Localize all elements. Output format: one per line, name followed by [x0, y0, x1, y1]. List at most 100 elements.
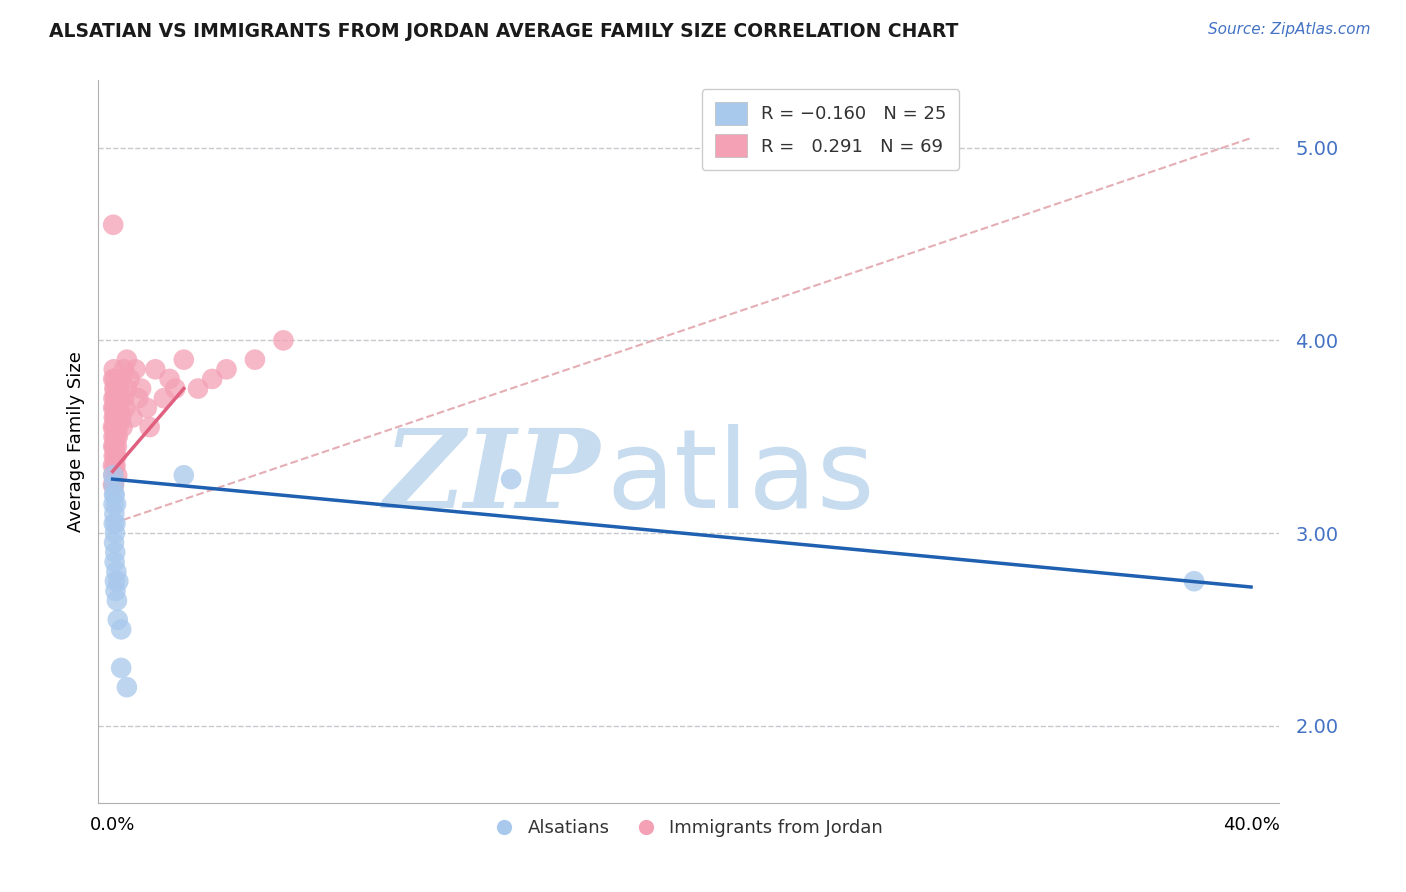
- Point: [110, 661, 132, 675]
- Point: [105, 401, 128, 415]
- Point: [108, 391, 131, 405]
- Point: [104, 574, 127, 589]
- Point: [173, 468, 195, 483]
- Point: [104, 382, 127, 396]
- Point: [105, 391, 128, 405]
- Point: [165, 382, 187, 396]
- Point: [104, 516, 127, 531]
- Point: [103, 487, 125, 501]
- Point: [105, 497, 128, 511]
- Point: [103, 535, 125, 549]
- Point: [124, 362, 146, 376]
- Point: [105, 439, 128, 453]
- Point: [105, 420, 128, 434]
- Point: [103, 382, 125, 396]
- Point: [103, 439, 125, 453]
- Point: [104, 420, 127, 434]
- Point: [173, 352, 195, 367]
- Point: [104, 458, 127, 473]
- Point: [103, 391, 125, 405]
- Point: [107, 430, 129, 444]
- Point: [103, 401, 125, 415]
- Text: ALSATIAN VS IMMIGRANTS FROM JORDAN AVERAGE FAMILY SIZE CORRELATION CHART: ALSATIAN VS IMMIGRANTS FROM JORDAN AVERA…: [49, 22, 959, 41]
- Point: [105, 593, 128, 607]
- Point: [103, 478, 125, 492]
- Text: Source: ZipAtlas.com: Source: ZipAtlas.com: [1208, 22, 1371, 37]
- Point: [104, 430, 127, 444]
- Point: [103, 507, 125, 521]
- Point: [129, 382, 152, 396]
- Point: [101, 478, 124, 492]
- Point: [104, 410, 127, 425]
- Point: [104, 372, 127, 386]
- Point: [103, 362, 125, 376]
- Point: [115, 352, 138, 367]
- Point: [104, 439, 127, 453]
- Point: [103, 478, 125, 492]
- Point: [103, 458, 125, 473]
- Point: [118, 372, 141, 386]
- Point: [104, 487, 127, 501]
- Text: atlas: atlas: [606, 425, 875, 531]
- Point: [103, 439, 125, 453]
- Point: [105, 430, 128, 444]
- Point: [104, 410, 127, 425]
- Point: [103, 497, 125, 511]
- Point: [104, 545, 127, 559]
- Point: [215, 362, 238, 376]
- Point: [108, 401, 131, 415]
- Y-axis label: Average Family Size: Average Family Size: [66, 351, 84, 532]
- Point: [101, 458, 124, 473]
- Point: [105, 468, 128, 483]
- Point: [107, 382, 129, 396]
- Point: [103, 218, 125, 232]
- Point: [103, 468, 125, 483]
- Point: [111, 420, 134, 434]
- Point: [105, 565, 128, 579]
- Point: [127, 391, 149, 405]
- Point: [110, 410, 132, 425]
- Point: [115, 680, 138, 694]
- Point: [104, 583, 127, 598]
- Point: [499, 472, 522, 486]
- Point: [104, 391, 127, 405]
- Point: [104, 526, 127, 541]
- Point: [103, 410, 125, 425]
- Point: [104, 449, 127, 463]
- Point: [107, 420, 129, 434]
- Point: [121, 410, 143, 425]
- Point: [107, 613, 129, 627]
- Point: [101, 420, 124, 434]
- Point: [243, 352, 266, 367]
- Point: [103, 372, 125, 386]
- Legend: Alsatians, Immigrants from Jordan: Alsatians, Immigrants from Jordan: [488, 812, 890, 845]
- Point: [103, 468, 125, 483]
- Point: [103, 516, 125, 531]
- Point: [112, 391, 135, 405]
- Text: ZIP: ZIP: [384, 424, 600, 532]
- Point: [159, 372, 181, 386]
- Point: [201, 372, 224, 386]
- Point: [104, 401, 127, 415]
- Point: [104, 555, 127, 569]
- Point: [1182, 574, 1205, 589]
- Point: [112, 362, 135, 376]
- Point: [114, 401, 136, 415]
- Point: [135, 401, 157, 415]
- Point: [143, 362, 166, 376]
- Point: [110, 623, 132, 637]
- Point: [104, 420, 127, 434]
- Point: [103, 420, 125, 434]
- Point: [138, 420, 160, 434]
- Point: [103, 449, 125, 463]
- Point: [110, 372, 132, 386]
- Point: [103, 430, 125, 444]
- Point: [105, 449, 128, 463]
- Point: [273, 334, 295, 348]
- Point: [115, 382, 138, 396]
- Point: [107, 410, 129, 425]
- Point: [153, 391, 176, 405]
- Point: [103, 401, 125, 415]
- Point: [107, 574, 129, 589]
- Point: [187, 382, 209, 396]
